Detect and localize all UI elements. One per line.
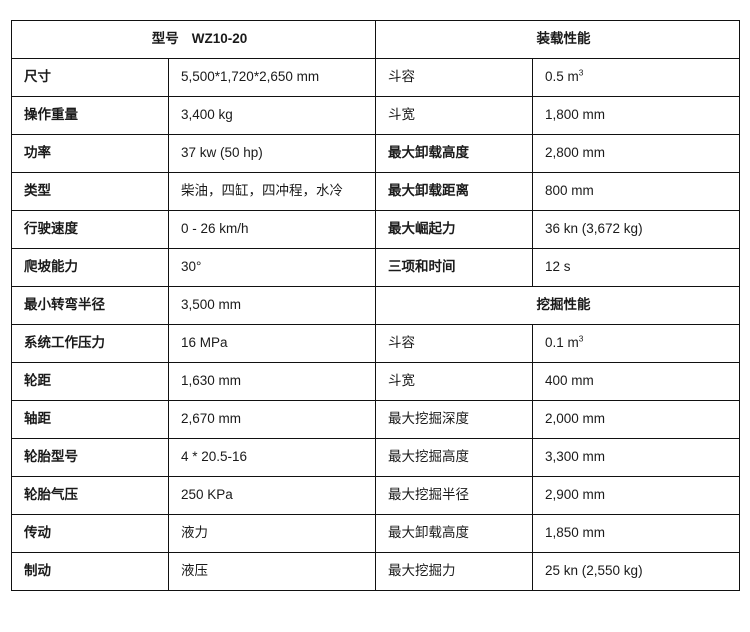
right-value-cell: 0.5 m3 xyxy=(532,58,740,97)
model-header-value: WZ10-20 xyxy=(191,31,248,47)
right-label-cell: 斗容 xyxy=(375,58,533,97)
right-value-cell: 2,800 mm xyxy=(532,134,740,173)
left-value-cell: 1,630 mm xyxy=(168,362,376,401)
left-label-cell: 轮胎型号 xyxy=(11,438,169,477)
left-value-cell: 3,400 kg xyxy=(168,96,376,135)
left-value-cell: 16 MPa xyxy=(168,324,376,363)
right-label-cell: 最大挖掘半径 xyxy=(375,476,533,515)
right-label-cell: 最大卸载高度 xyxy=(375,134,533,173)
right-label-cell: 最大卸载距离 xyxy=(375,172,533,211)
right-value-text: 0.5 m xyxy=(545,69,579,85)
right-value-superscript: 3 xyxy=(578,333,584,344)
table-row: 最小转弯半径 3,500 mm 挖掘性能 xyxy=(11,286,740,325)
left-label-cell: 操作重量 xyxy=(11,96,169,135)
right-label-cell: 三项和时间 xyxy=(375,248,533,287)
table-row: 轮距 1,630 mm 斗宽 400 mm xyxy=(11,362,740,401)
right-value-cell: 400 mm xyxy=(532,362,740,401)
right-label-cell: 斗容 xyxy=(375,324,533,363)
right-label-cell: 最大卸载高度 xyxy=(375,514,533,553)
right-value-cell: 1,850 mm xyxy=(532,514,740,553)
model-header-cell: 型号 WZ10-20 xyxy=(11,20,376,59)
table-row: 尺寸 5,500*1,720*2,650 mm 斗容 0.5 m3 xyxy=(11,58,740,97)
left-value-cell: 250 KPa xyxy=(168,476,376,515)
left-label-cell: 轮距 xyxy=(11,362,169,401)
right-value-cell: 800 mm xyxy=(532,172,740,211)
left-label-cell: 制动 xyxy=(11,552,169,591)
table-row: 制动 液压 最大挖掘力 25 kn (2,550 kg) xyxy=(11,552,740,591)
right-value-text: 0.1 m xyxy=(545,335,579,351)
right-value-cell: 36 kn (3,672 kg) xyxy=(532,210,740,249)
left-value-cell: 4 * 20.5-16 xyxy=(168,438,376,477)
left-value-cell: 液力 xyxy=(168,514,376,553)
model-header-label: 型号 xyxy=(151,31,179,47)
table-row: 轮胎型号 4 * 20.5-16 最大挖掘高度 3,300 mm xyxy=(11,438,740,477)
left-label-cell: 功率 xyxy=(11,134,169,173)
table-row: 传动 液力 最大卸载高度 1,850 mm xyxy=(11,514,740,553)
left-label-cell: 尺寸 xyxy=(11,58,169,97)
right-value-cell: 25 kn (2,550 kg) xyxy=(532,552,740,591)
specification-table-body: 型号 WZ10-20 装载性能 尺寸 5,500*1,720*2,650 mm 斗… xyxy=(11,20,740,591)
left-label-cell: 系统工作压力 xyxy=(11,324,169,363)
right-value-superscript: 3 xyxy=(578,67,584,78)
right-value-cell: 3,300 mm xyxy=(532,438,740,477)
right-value-cell: 2,000 mm xyxy=(532,400,740,439)
left-value-cell: 30° xyxy=(168,248,376,287)
specification-sheet: 型号 WZ10-20 装载性能 尺寸 5,500*1,720*2,650 mm 斗… xyxy=(11,20,740,591)
digging-performance-header-cell: 挖掘性能 xyxy=(375,286,740,325)
right-label-cell: 最大挖掘力 xyxy=(375,552,533,591)
left-value-cell: 37 kw (50 hp) xyxy=(168,134,376,173)
table-row: 轴距 2,670 mm 最大挖掘深度 2,000 mm xyxy=(11,400,740,439)
right-label-cell: 斗宽 xyxy=(375,96,533,135)
left-label-cell: 传动 xyxy=(11,514,169,553)
right-value-cell: 2,900 mm xyxy=(532,476,740,515)
right-value-cell: 12 s xyxy=(532,248,740,287)
right-value-cell: 1,800 mm xyxy=(532,96,740,135)
table-row: 类型 柴油，四缸，四冲程，水冷 最大卸载距离 800 mm xyxy=(11,172,740,211)
left-value-cell: 2,670 mm xyxy=(168,400,376,439)
specification-table: 型号 WZ10-20 装载性能 尺寸 5,500*1,720*2,650 mm 斗… xyxy=(11,20,740,591)
right-label-cell: 斗宽 xyxy=(375,362,533,401)
loading-performance-header-cell: 装载性能 xyxy=(375,20,740,59)
table-row: 爬坡能力 30° 三项和时间 12 s xyxy=(11,248,740,287)
left-label-cell: 类型 xyxy=(11,172,169,211)
left-value-cell: 3,500 mm xyxy=(168,286,376,325)
right-value-cell: 0.1 m3 xyxy=(532,324,740,363)
left-label-cell: 行驶速度 xyxy=(11,210,169,249)
left-label-cell: 最小转弯半径 xyxy=(11,286,169,325)
table-row: 轮胎气压 250 KPa 最大挖掘半径 2,900 mm xyxy=(11,476,740,515)
left-value-cell: 0 - 26 km/h xyxy=(168,210,376,249)
left-value-cell: 柴油，四缸，四冲程，水冷 xyxy=(168,172,376,211)
right-label-cell: 最大崛起力 xyxy=(375,210,533,249)
left-value-cell: 液压 xyxy=(168,552,376,591)
right-label-cell: 最大挖掘深度 xyxy=(375,400,533,439)
left-label-cell: 轴距 xyxy=(11,400,169,439)
left-label-cell: 爬坡能力 xyxy=(11,248,169,287)
table-row: 功率 37 kw (50 hp) 最大卸载高度 2,800 mm xyxy=(11,134,740,173)
left-value-cell: 5,500*1,720*2,650 mm xyxy=(168,58,376,97)
left-label-cell: 轮胎气压 xyxy=(11,476,169,515)
table-row: 操作重量 3,400 kg 斗宽 1,800 mm xyxy=(11,96,740,135)
table-header-row: 型号 WZ10-20 装载性能 xyxy=(11,20,740,59)
table-row: 系统工作压力 16 MPa 斗容 0.1 m3 xyxy=(11,324,740,363)
right-label-cell: 最大挖掘高度 xyxy=(375,438,533,477)
table-row: 行驶速度 0 - 26 km/h 最大崛起力 36 kn (3,672 kg) xyxy=(11,210,740,249)
